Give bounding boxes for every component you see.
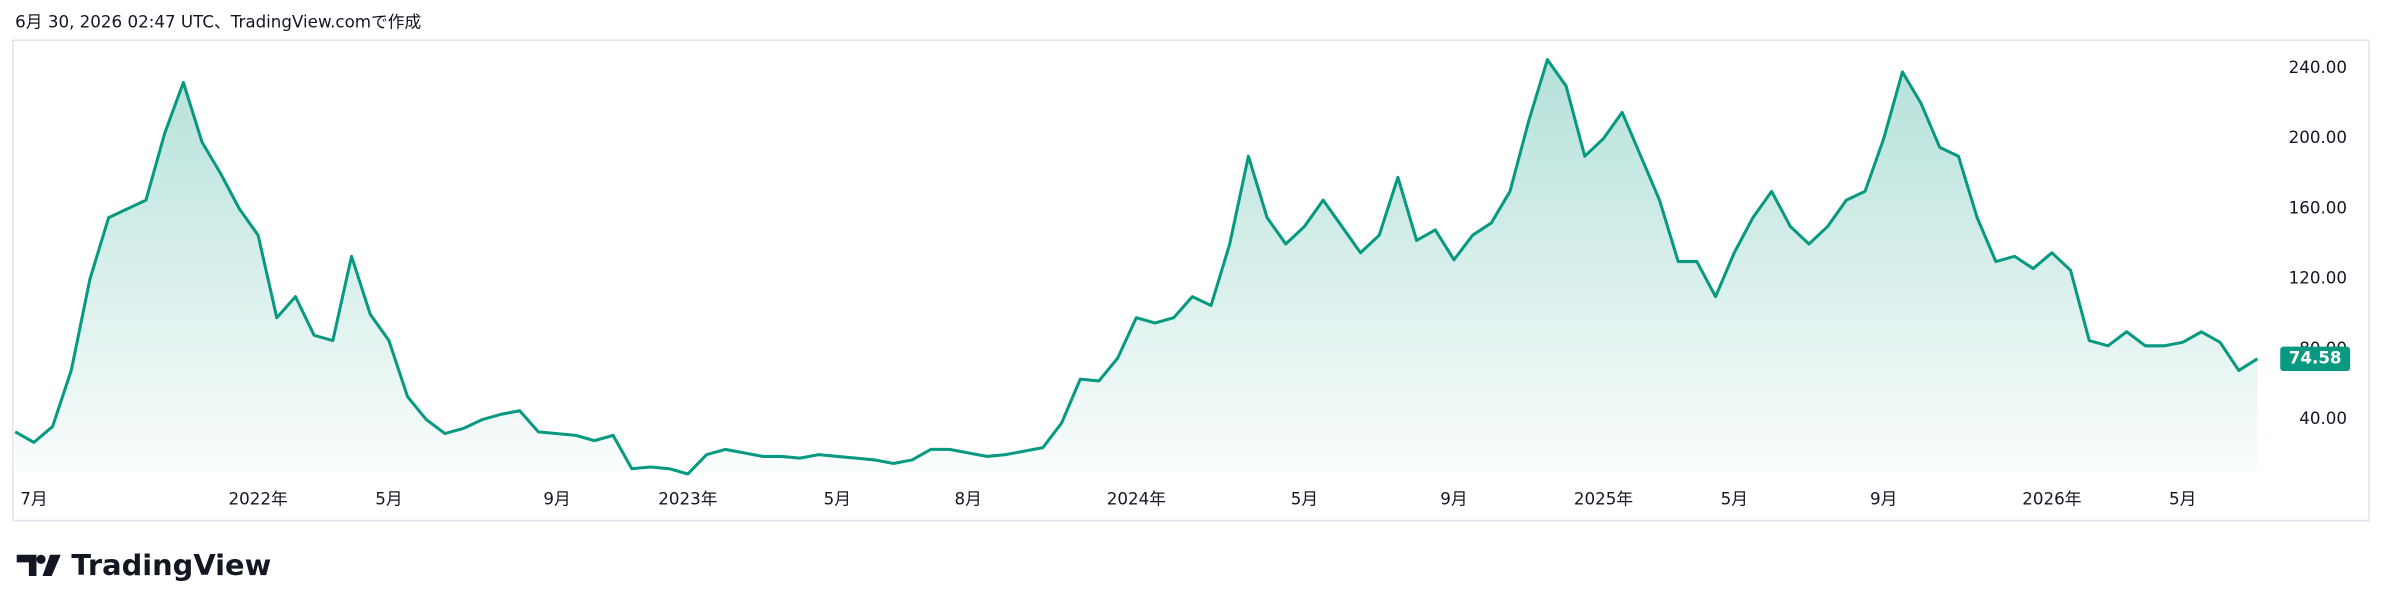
x-tick-label: 2026年 bbox=[2022, 489, 2081, 509]
y-tick-label: 200.00 bbox=[2289, 127, 2347, 147]
y-tick-label: 120.00 bbox=[2289, 268, 2347, 288]
price-line bbox=[14, 58, 2259, 476]
frame bbox=[12, 39, 2370, 522]
x-tick-label: 9月 bbox=[1440, 489, 1467, 509]
x-tick-label: 5月 bbox=[2169, 489, 2196, 509]
x-tick-label: 2025年 bbox=[1574, 489, 1633, 509]
y-tick-label: 160.00 bbox=[2289, 197, 2347, 217]
x-tick-label: 2024年 bbox=[1107, 489, 1166, 509]
area-fill bbox=[15, 59, 2258, 474]
brand: TradingView bbox=[71, 548, 271, 582]
last-price-label: 74.58 bbox=[2289, 347, 2342, 367]
last-price-badge bbox=[2280, 346, 2351, 372]
logo: TradingView bbox=[16, 548, 271, 582]
x-tick-label: 9月 bbox=[1870, 489, 1897, 509]
x-tick-label: 7月 bbox=[20, 489, 47, 509]
x-tick-label: 8月 bbox=[954, 489, 981, 509]
x-tick-label: 2023年 bbox=[658, 489, 717, 509]
x-tick-label: 5月 bbox=[824, 489, 851, 509]
x-tick-label: 5月 bbox=[375, 489, 402, 509]
x-tick-label: 2022年 bbox=[228, 489, 287, 509]
x-tick-label: 5月 bbox=[1721, 489, 1748, 509]
y-tick-label: 40.00 bbox=[2299, 408, 2347, 428]
caption: 6月 30, 2026 02:47 UTC、TradingView.comで作成 bbox=[15, 11, 421, 31]
y-tick-label: 240.00 bbox=[2289, 57, 2347, 77]
x-tick-label: 9月 bbox=[543, 489, 570, 509]
x-tick-label: 5月 bbox=[1291, 489, 1318, 509]
